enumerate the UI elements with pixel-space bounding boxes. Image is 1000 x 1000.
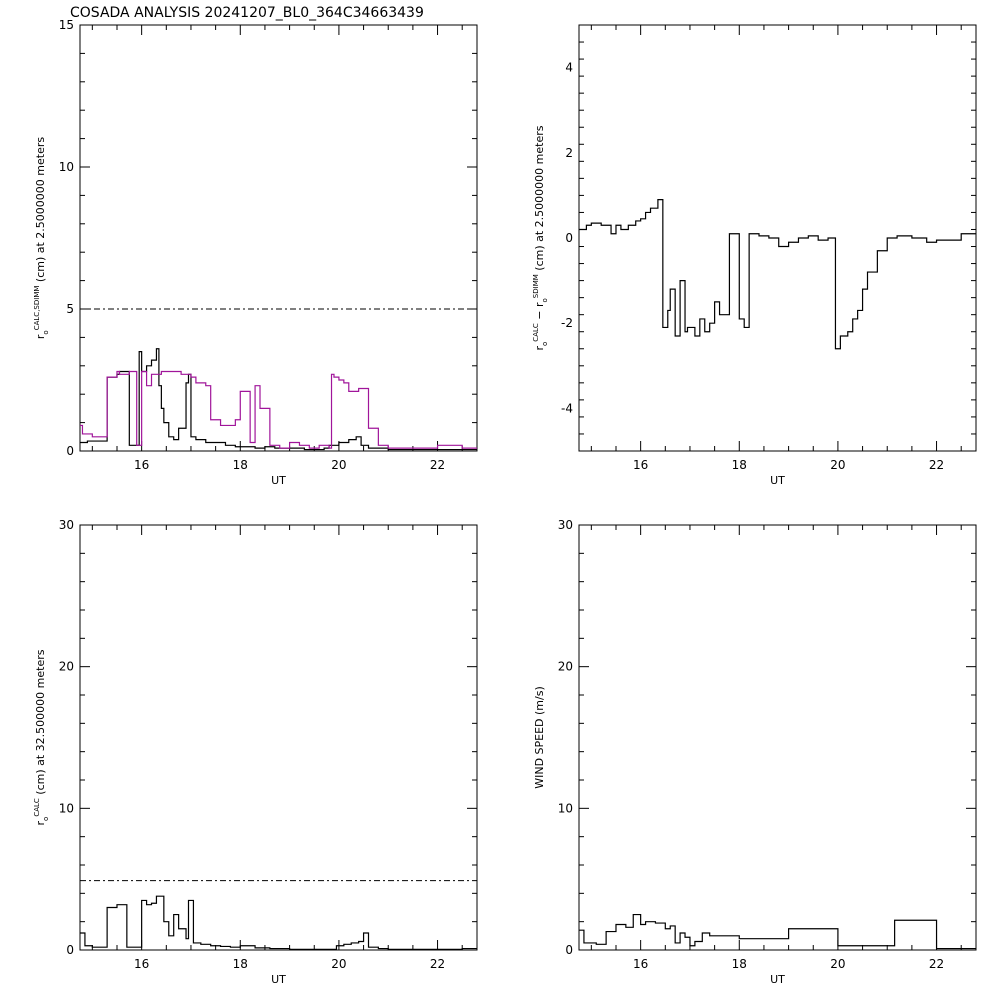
- y-label-prefix: r: [34, 334, 47, 339]
- y-label-sub: o: [541, 342, 549, 346]
- x-tick-label: 18: [732, 458, 747, 472]
- x-tick-label: 16: [134, 957, 149, 971]
- y-tick-label: 15: [59, 18, 74, 32]
- x-axis-label: UT: [271, 973, 286, 986]
- x-tick-label: 20: [331, 458, 346, 472]
- x-tick-label: 22: [430, 458, 445, 472]
- y-label-prefix: WIND SPEED (m/s): [533, 686, 546, 789]
- series-line-0: [80, 348, 477, 451]
- x-tick-label: 18: [233, 458, 248, 472]
- series-line-0: [579, 913, 976, 950]
- y-label-middle: − r: [533, 302, 546, 323]
- y-tick-label: 4: [565, 61, 573, 75]
- x-tick-label: 22: [430, 957, 445, 971]
- plot-frame: [578, 524, 977, 951]
- y-label-sup: CALC: [532, 323, 540, 342]
- x-tick-label: 20: [830, 458, 845, 472]
- x-axis-label: UT: [770, 973, 785, 986]
- y-tick-label: 0: [565, 943, 573, 957]
- plot-frame: [578, 24, 977, 452]
- x-tick-label: 20: [331, 957, 346, 971]
- y-axis-label: roCALC − roSDIMM (cm) at 2.5000000 meter…: [532, 125, 549, 350]
- x-tick-label: 22: [929, 957, 944, 971]
- series-line-0: [80, 895, 477, 950]
- figure-title: COSADA ANALYSIS 20241207_BL0_364C3466343…: [70, 5, 424, 21]
- y-tick-label: 20: [558, 660, 573, 674]
- y-label-sub: o: [42, 330, 50, 334]
- chart-panel-bottom-left: 16 18 20 22 0 10 20 30 UT roCALC (cm) at 32.50000…: [33, 518, 478, 986]
- chart-panel-bottom-right: 16 18 20 22 0 10 20 30 UT WIND SPEED (m/s): [533, 518, 977, 986]
- chart-panel-top-left: 16 18 20 22 0 5 10 15 UT roCALC,SDIMM (cm) at 2.5…: [33, 18, 478, 487]
- y-label-suffix: (cm) at 2.5000000 meters: [533, 125, 546, 274]
- y-tick-label: 10: [59, 160, 74, 174]
- y-axis-label: WIND SPEED (m/s): [533, 686, 546, 789]
- y-tick-label: 0: [66, 444, 74, 458]
- plot-frame: [79, 24, 478, 452]
- y-tick-label: 30: [59, 518, 74, 532]
- x-tick-label: 22: [929, 458, 944, 472]
- y-label-prefix: r: [533, 346, 546, 351]
- series-line-1: [80, 370, 477, 449]
- y-tick-label: 20: [59, 660, 74, 674]
- y-label-sup2: SDIMM: [532, 274, 540, 298]
- y-label-sub: o: [42, 817, 50, 821]
- y-axis-label: roCALC (cm) at 32.500000 meters: [33, 649, 50, 825]
- y-tick-label: 0: [565, 231, 573, 245]
- x-tick-label: 16: [633, 458, 648, 472]
- y-tick-label: 30: [558, 518, 573, 532]
- y-axis-label: roCALC,SDIMM (cm) at 2.5000000 meters: [33, 137, 50, 339]
- y-label-prefix: r: [34, 821, 47, 826]
- x-tick-label: 18: [732, 957, 747, 971]
- y-tick-label: 5: [66, 302, 74, 316]
- x-tick-label: 20: [830, 957, 845, 971]
- y-label-sup: CALC,SDIMM: [33, 286, 41, 331]
- x-tick-label: 16: [134, 458, 149, 472]
- x-axis-label: UT: [271, 474, 286, 487]
- y-tick-label: 2: [565, 146, 573, 160]
- y-label-suffix: (cm) at 2.5000000 meters: [34, 137, 47, 286]
- x-tick-label: 16: [633, 957, 648, 971]
- y-label-suffix: (cm) at 32.500000 meters: [34, 649, 47, 798]
- y-tick-label: -4: [561, 401, 573, 415]
- plot-frame: [79, 524, 478, 951]
- series-line-0: [579, 199, 976, 350]
- x-axis-label: UT: [770, 474, 785, 487]
- y-tick-label: 10: [59, 801, 74, 815]
- y-tick-label: 10: [558, 801, 573, 815]
- y-tick-label: 0: [66, 943, 74, 957]
- x-tick-label: 18: [233, 957, 248, 971]
- y-label-sup: CALC: [33, 798, 41, 817]
- y-tick-label: -2: [561, 316, 573, 330]
- y-label-sub2: o: [541, 298, 549, 302]
